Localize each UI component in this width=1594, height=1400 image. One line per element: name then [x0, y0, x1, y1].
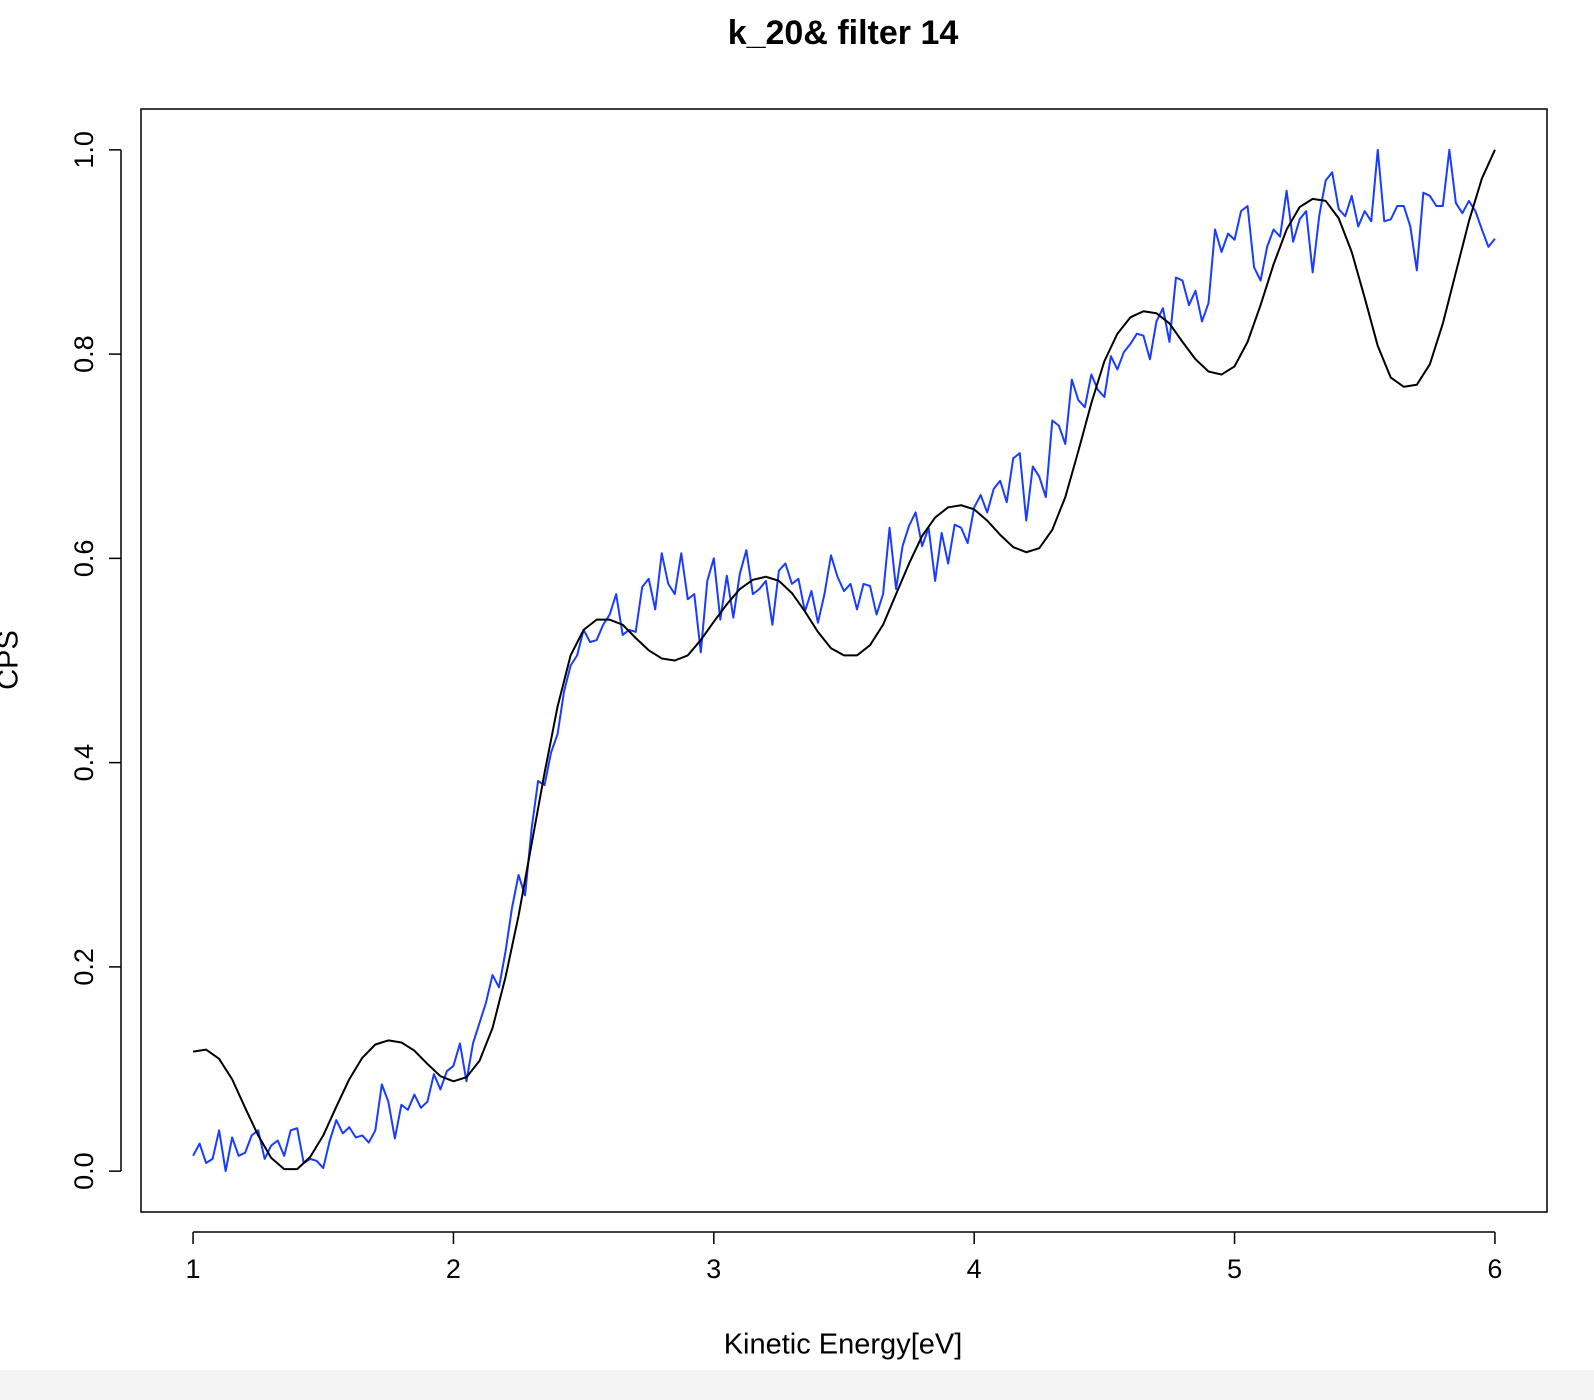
y-tick-label: 0.0: [69, 1152, 99, 1190]
y-tick-label: 0.6: [69, 540, 99, 578]
y-tick-label: 1.0: [69, 131, 99, 169]
y-tick-label: 0.8: [69, 335, 99, 373]
plot-frame: [140, 108, 1548, 1213]
chart-title: k_20& filter 14: [728, 14, 959, 52]
y-tick-label: 0.4: [69, 744, 99, 782]
x-tick-label: 1: [186, 1254, 201, 1284]
y-axis-title: CPS: [0, 630, 25, 690]
y-tick-label: 0.2: [69, 948, 99, 986]
data-line: [192, 149, 1496, 1171]
x-tick-label: 4: [967, 1254, 982, 1284]
x-tick-label: 5: [1227, 1254, 1242, 1284]
x-tick-label: 3: [706, 1254, 721, 1284]
data-line: [192, 148, 1496, 1173]
x-axis-title: Kinetic Energy[eV]: [724, 1329, 963, 1361]
x-tick-label: 6: [1487, 1254, 1502, 1284]
x-tick-label: 2: [446, 1254, 461, 1284]
window-edge: [0, 1370, 1594, 1400]
